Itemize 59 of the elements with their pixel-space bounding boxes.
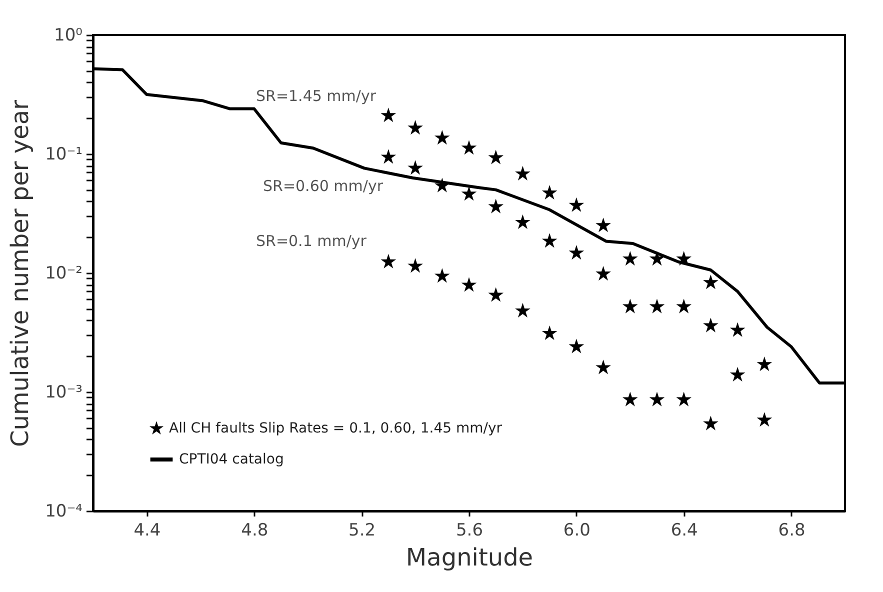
y-tick-label: 10⁻¹ (45, 144, 82, 164)
point (488, 287, 504, 302)
point (649, 298, 665, 314)
x-tick-label: 6.4 (670, 520, 698, 540)
point (622, 250, 638, 266)
point (380, 254, 396, 268)
y-tick-label: 10⁻² (45, 264, 82, 284)
point (542, 233, 558, 248)
point (649, 392, 665, 406)
point (730, 366, 746, 382)
x-tick-label: 6.8 (778, 520, 806, 540)
point (408, 258, 423, 273)
point (596, 218, 611, 232)
point (461, 140, 477, 155)
point (515, 214, 530, 229)
point (542, 325, 558, 340)
point (568, 197, 584, 212)
point (568, 338, 584, 354)
point (730, 322, 746, 337)
y-tick-label: 10⁻³ (45, 382, 82, 402)
point (380, 149, 396, 164)
point (488, 150, 504, 164)
point (542, 184, 558, 200)
point (703, 274, 718, 290)
point (515, 302, 530, 318)
point (461, 277, 477, 292)
point (434, 268, 450, 283)
point (596, 360, 611, 374)
point (703, 318, 718, 332)
point (756, 412, 772, 427)
annotation: SR=0.60 mm/yr (263, 177, 384, 195)
y-axis-title: Cumulative number per year (6, 100, 34, 447)
x-tick-label: 5.2 (348, 520, 376, 540)
point (515, 166, 530, 180)
point (622, 298, 638, 314)
point (408, 120, 423, 135)
point (676, 392, 692, 406)
legend-label: All CH faults Slip Rates = 0.1, 0.60, 1.45 mm/yr (169, 420, 502, 436)
x-tick-label: 6.0 (563, 520, 590, 540)
x-axis-title: Magnitude (406, 544, 534, 572)
legend-label: CPTI04 catalog (179, 452, 284, 468)
x-tick-label: 4.4 (134, 520, 161, 540)
y-tick-label: 10⁰ (54, 26, 83, 46)
x-tick-label: 5.6 (456, 520, 484, 540)
point (488, 198, 504, 214)
annotation: SR=1.45 mm/yr (256, 87, 377, 105)
point (703, 416, 718, 430)
y-tick-label: 10⁻⁴ (45, 502, 83, 522)
x-tick-label: 4.8 (241, 520, 268, 540)
point (568, 245, 584, 260)
point (676, 298, 692, 314)
point (756, 356, 772, 372)
annotation: SR=0.1 mm/yr (256, 232, 368, 250)
point (622, 392, 638, 406)
point (596, 266, 611, 281)
point (380, 108, 396, 122)
point (408, 160, 423, 175)
point (461, 186, 477, 201)
point (434, 130, 450, 145)
